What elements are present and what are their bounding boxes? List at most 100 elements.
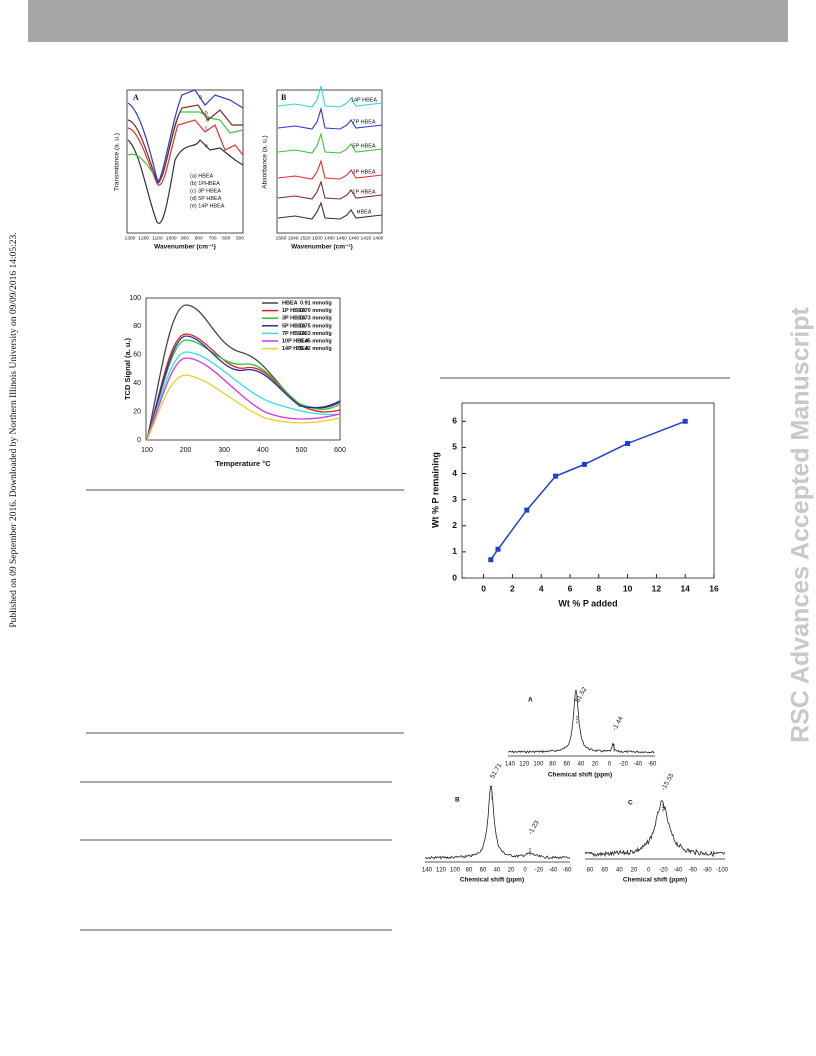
y-tick-label: 6 xyxy=(452,416,457,426)
x-tick-label: 60 xyxy=(480,868,487,874)
ir-curve xyxy=(277,106,383,130)
tcd-curve xyxy=(146,351,341,441)
curve-label: 7P HBEA xyxy=(352,119,375,125)
x-tick-label: 120 xyxy=(519,762,530,768)
x-tick-label: 40 xyxy=(578,762,585,768)
panel-label: B xyxy=(455,797,460,804)
curve-letter: d xyxy=(206,117,209,123)
x-tick-label: -100 xyxy=(716,868,729,874)
legend-value: 0.91 mmol/g xyxy=(300,300,332,306)
ir-curve xyxy=(127,104,243,184)
x-tick-label: 600 xyxy=(334,447,346,454)
ir-curve xyxy=(277,85,383,108)
x-tick-label: 1300 xyxy=(125,235,136,241)
curve-label: 5P HBEA xyxy=(352,143,375,149)
x-tick-label: 1460 xyxy=(336,235,347,241)
data-point xyxy=(553,473,559,479)
panel-label: C xyxy=(628,800,633,807)
peak-label: 51.71 xyxy=(489,762,503,780)
tcd-curve xyxy=(146,333,341,441)
x-tick-label: -40 xyxy=(674,868,683,874)
ir-curve xyxy=(127,89,244,185)
y-tick-label: 40 xyxy=(133,380,141,387)
x-tick-label: 1100 xyxy=(152,235,163,241)
y-tick-label: 100 xyxy=(129,295,141,302)
x-tick-label: -80 xyxy=(703,868,712,874)
legend-entry: (b) 1PHBEA xyxy=(190,181,220,187)
curve-label: 3P HBEA xyxy=(352,169,375,175)
legend-name: 5P HBEA xyxy=(282,323,306,329)
tcd-frame xyxy=(145,297,341,441)
x-tick-label: 100 xyxy=(141,447,153,454)
legend-name: 3P HBEA xyxy=(282,316,306,322)
plot-frame xyxy=(461,402,715,579)
x-tick-label: -20 xyxy=(619,762,628,768)
ir-b-frame xyxy=(276,89,383,234)
ir-curve xyxy=(277,201,383,220)
x-tick-label: 80 xyxy=(466,868,473,874)
x-axis-label: Chemical shift (ppm) xyxy=(548,772,612,779)
tcd-curve xyxy=(146,335,341,441)
x-tick-label: -20 xyxy=(535,868,544,874)
x-tick-label: 100 xyxy=(450,868,461,874)
x-tick-label: 12 xyxy=(652,583,662,593)
curve-label: HBEA xyxy=(357,209,372,215)
x-tick-label: 700 xyxy=(208,235,216,241)
x-tick-label: -40 xyxy=(549,868,558,874)
data-point xyxy=(488,557,494,563)
spectrum xyxy=(584,800,726,858)
x-tick-label: 400 xyxy=(257,447,269,454)
legend-value: 0.75 mmol/g xyxy=(300,323,332,329)
y-tick-label: 5 xyxy=(452,442,457,452)
x-tick-label: 6 xyxy=(568,583,573,593)
x-tick-label: 500 xyxy=(296,447,308,454)
x-tick-label: 140 xyxy=(422,868,433,874)
ir-curve xyxy=(127,138,244,224)
x-tick-label: 8 xyxy=(596,583,601,593)
x-tick-label: 2 xyxy=(510,583,515,593)
x-tick-label: 1420 xyxy=(361,235,372,241)
x-tick-label: 100 xyxy=(533,762,544,768)
x-tick-label: 800 xyxy=(195,235,203,241)
x-tick-label: 80 xyxy=(549,762,556,768)
y-axis-label: Wt % P remaining xyxy=(430,452,440,528)
data-point xyxy=(625,440,631,446)
x-axis-label: Chemical shift (ppm) xyxy=(623,877,687,884)
x-tick-label: 20 xyxy=(508,868,515,874)
tcd-curve xyxy=(146,357,341,441)
legend-value: 0.42 mmol/g xyxy=(300,346,332,352)
legend-value: 0.73 mmol/g xyxy=(300,316,332,322)
y-tick-label: 60 xyxy=(133,352,141,359)
x-tick-label: 0 xyxy=(647,868,651,874)
x-tick-label: 60 xyxy=(563,762,570,768)
x-tick-label: 200 xyxy=(180,447,192,454)
y-tick-label: 0 xyxy=(452,572,457,582)
x-tick-label: 80 xyxy=(587,868,594,874)
data-point xyxy=(495,546,501,552)
legend-name: 10P HBEA xyxy=(282,338,309,344)
legend-entry: (d) 5P HBEA xyxy=(190,196,222,202)
ir-curve xyxy=(277,159,383,180)
legend-entry: (e) 14P HBEA xyxy=(190,203,225,209)
ir-b-curves xyxy=(277,85,383,220)
x-axis-label: Wavenumber (cm⁻¹) xyxy=(291,244,353,251)
y-tick-label: 0 xyxy=(137,437,141,444)
curve-letter: b xyxy=(205,110,208,116)
y-tick-label: 80 xyxy=(133,323,141,330)
x-tick-label: 4 xyxy=(539,583,544,593)
curve-letter: e xyxy=(205,143,208,149)
y-tick-label: 20 xyxy=(133,408,141,415)
header-bar xyxy=(28,0,788,42)
y-axis-label: TCD Signal (a. u.) xyxy=(123,337,132,400)
x-tick-label: 500 xyxy=(236,235,244,241)
spectrum xyxy=(507,689,655,754)
x-tick-label: 300 xyxy=(218,447,230,454)
curve-label: 14P HBEA xyxy=(351,97,378,103)
tcd-curve xyxy=(146,339,341,441)
panel-label: A xyxy=(528,697,533,704)
y-tick-label: 3 xyxy=(452,494,457,504)
legend-name: 1P HBEA xyxy=(282,308,306,314)
x-tick-label: 10 xyxy=(623,583,633,593)
